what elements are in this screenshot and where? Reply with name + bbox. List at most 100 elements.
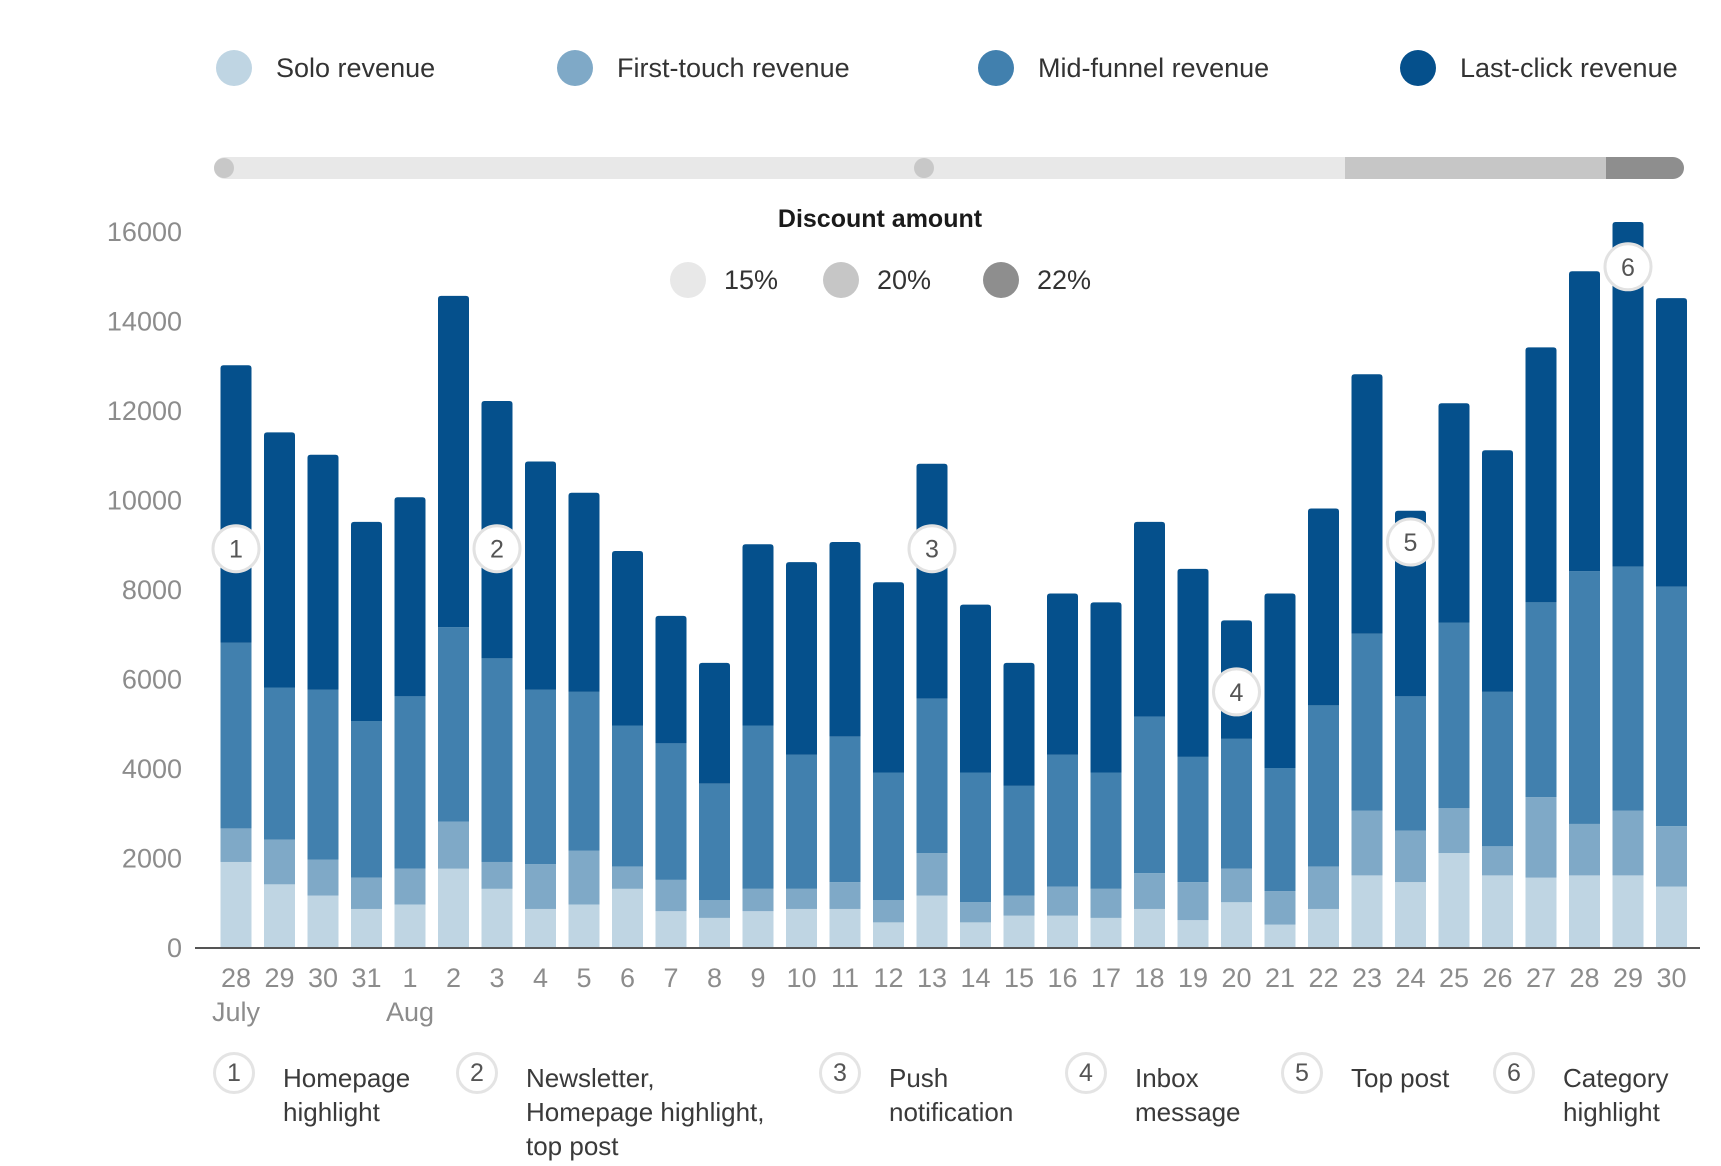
bar-segment [1569,823,1600,876]
bar-segment [307,859,339,896]
annotation-3: 3 Push notification [819,1052,1013,1129]
bar-segment [351,721,382,878]
legend-item-first-touch[interactable]: First-touch revenue [557,50,850,86]
bar-segment [1264,593,1296,768]
bar-segment [960,922,991,947]
bar-segment [1134,521,1165,717]
bar-segment [1395,696,1426,831]
bar-segment [612,866,643,889]
annotation-1: 1 Homepage highlight [213,1052,410,1129]
bar-segment [960,902,991,923]
bar-segment [742,544,774,726]
bar-segment [351,877,382,909]
bar-segment [1569,571,1600,824]
bar-segment [1351,633,1383,811]
bar-segment [786,562,817,755]
y-tick-label: 16000 [107,217,182,247]
bar-segment [307,895,339,947]
legend-item-solo[interactable]: Solo revenue [216,50,435,86]
discount-item-15: 15% [670,262,778,298]
bar-segment [916,895,948,947]
bar-segment [438,868,469,947]
bar-segment [1656,826,1687,887]
discount-label-22: 22% [1037,264,1092,295]
x-tick-label: 24 [1395,963,1425,993]
bar-segment [1438,403,1470,623]
annotation-4: 4 Inbox message [1065,1052,1241,1129]
bar-segment [1395,882,1426,947]
legend-item-mid-funnel[interactable]: Mid-funnel revenue [978,50,1269,86]
annotation-1-line-2: highlight [283,1097,380,1127]
legend-item-last-click[interactable]: Last-click revenue [1400,50,1678,86]
bar-segment [1525,347,1557,603]
bar-segment [699,917,730,947]
bar-segment [481,861,513,889]
bar-segment [307,454,339,690]
bar-segment [916,853,948,896]
bar-marker-label: 6 [1621,254,1635,282]
bar-segment [1438,853,1470,947]
bar-segment [655,615,687,744]
bar-segment [1003,895,1035,916]
x-tick-label: 30 [1656,963,1686,993]
discount-title: Discount amount [777,205,983,233]
annotation-5: 5 Top post [1281,1052,1449,1095]
bar-segment [1264,891,1296,925]
legend-swatch-first-touch [557,50,593,86]
annotation-3-line-2: notification [889,1097,1014,1127]
bar-segment [1134,908,1165,947]
bar-segment [742,725,774,889]
bar-segment [1177,756,1209,883]
x-tick-label: 13 [917,963,947,993]
bar-marker-label: 1 [229,536,243,564]
bar-segment [525,908,556,947]
x-tick-label: 29 [264,963,294,993]
bar-segment [307,689,339,860]
bar-marker [907,524,957,574]
discount-strip-segment [1345,157,1606,179]
discount-swatch-15 [670,262,706,298]
x-tick-label: 7 [663,963,678,993]
bar-segment [1003,785,1035,896]
discount-strip [214,157,1684,179]
x-tick-label: 20 [1221,963,1251,993]
bar-segment [1308,908,1339,947]
x-tick-label: 18 [1134,963,1164,993]
legend-label-first-touch: First-touch revenue [617,52,850,83]
x-tick-label: 31 [351,963,381,993]
bar-segment [873,582,904,773]
bar-segment [1308,508,1339,706]
bar-segment [394,904,426,947]
x-tick-label: 19 [1178,963,1208,993]
annotation-6-line-1: Category [1563,1063,1669,1093]
bar-segment [568,691,600,851]
annotation-text-1: Homepage highlight [283,1061,410,1129]
bar-segment [394,696,426,869]
legend-label-solo: Solo revenue [276,52,436,83]
x-tick-label: 15 [1004,963,1034,993]
y-tick-label: 2000 [122,844,182,874]
bar-segment [264,884,295,947]
discount-strip-dot [914,158,934,178]
bar-segment [351,521,382,722]
bar-segment [1438,622,1470,809]
bar-segment [1090,917,1122,947]
bar-marker-label: 3 [925,536,939,564]
bar-segment [438,627,469,822]
bar-segment [481,888,513,947]
annotation-2-line-3: top post [526,1131,619,1161]
bar-segment [1134,873,1165,909]
x-tick-label: 5 [576,963,591,993]
bar-segment [916,463,948,699]
bar-segment [1612,566,1644,811]
y-tick-label: 0 [167,933,182,963]
x-tick-label: 28 [221,963,251,993]
bar-segment [568,850,600,905]
month-label: Aug [386,997,434,1027]
bar-segment [351,908,382,947]
discount-swatch-20 [823,262,859,298]
bar-segment [1395,830,1426,883]
bar-segment [1656,298,1687,587]
x-tick-label: 26 [1482,963,1512,993]
bar-segment [568,492,600,692]
